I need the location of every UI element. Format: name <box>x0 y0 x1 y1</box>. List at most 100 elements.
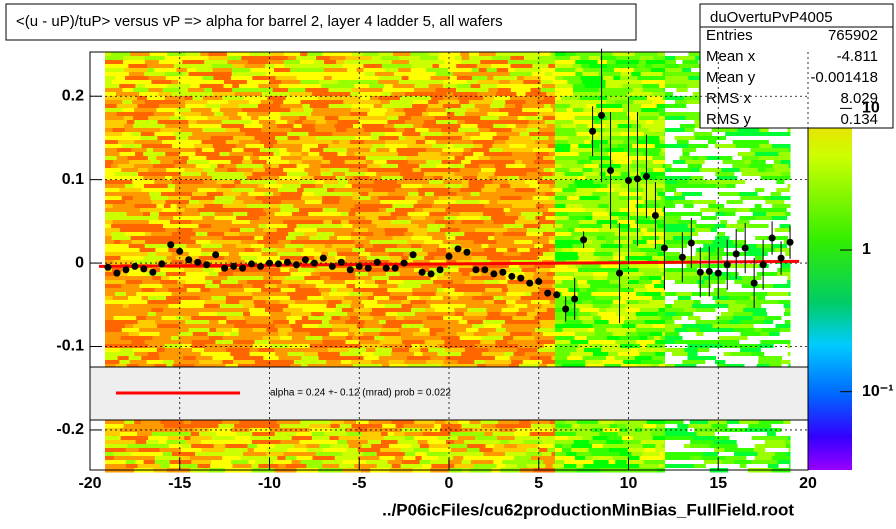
heat-cell <box>555 452 567 457</box>
heat-cell <box>404 232 413 237</box>
heat-cell <box>105 232 112 237</box>
heat-cell <box>252 160 267 165</box>
heat-cell <box>326 268 347 273</box>
x-tick-label: 5 <box>534 475 543 492</box>
heat-cell <box>542 440 555 445</box>
heat-cell <box>696 184 717 189</box>
heat-cell <box>475 236 489 241</box>
heat-cell <box>613 332 627 337</box>
heat-cell <box>443 84 457 89</box>
heat-cell <box>392 348 410 353</box>
heat-cell <box>676 292 692 297</box>
heat-cell <box>708 432 715 437</box>
heat-cell <box>292 336 306 341</box>
heat-cell <box>358 448 381 453</box>
heat-cell <box>105 320 118 325</box>
heat-cell <box>162 284 184 289</box>
heat-cell <box>275 136 288 141</box>
heat-cell <box>641 104 657 109</box>
heat-cell <box>453 144 474 149</box>
heat-cell <box>220 108 243 113</box>
heat-cell <box>683 204 694 209</box>
heat-cell <box>105 140 118 145</box>
heat-cell <box>314 248 337 253</box>
heat-cell <box>289 424 310 429</box>
heat-cell <box>639 464 659 469</box>
heat-cell <box>621 132 645 137</box>
heat-cell <box>413 204 432 209</box>
heat-cell <box>344 164 368 169</box>
heat-cell <box>167 52 186 57</box>
heat-cell <box>170 460 192 465</box>
heat-cell <box>786 336 790 341</box>
heat-cell <box>263 236 286 241</box>
heat-cell <box>480 232 495 237</box>
heat-cell <box>213 144 227 149</box>
heat-cell <box>555 272 575 277</box>
heat-cell <box>448 204 463 209</box>
heat-cell <box>322 332 330 337</box>
heat-cell <box>105 248 124 253</box>
heat-cell <box>545 160 556 165</box>
heat-cell <box>510 208 531 213</box>
heat-cell <box>617 424 627 429</box>
heat-cell <box>785 320 791 325</box>
heat-cell <box>251 116 259 121</box>
heat-cell <box>228 312 243 317</box>
heat-cell <box>152 280 161 285</box>
heat-cell <box>714 288 728 293</box>
heat-cell <box>239 420 258 425</box>
heat-cell <box>480 116 488 121</box>
heat-cell <box>555 52 566 57</box>
heat-cell <box>288 232 305 237</box>
heat-cell <box>190 216 203 221</box>
heat-cell <box>253 168 266 173</box>
heat-cell <box>185 304 205 309</box>
heat-cell <box>579 308 599 313</box>
heat-cell <box>591 292 613 297</box>
heat-cell <box>688 352 698 357</box>
heat-cell <box>404 360 420 365</box>
heat-cell <box>504 224 524 229</box>
heat-cell <box>444 272 463 277</box>
heat-cell <box>520 328 536 333</box>
heat-cell <box>346 56 366 61</box>
heat-cell <box>575 128 588 133</box>
heat-cell <box>309 236 329 241</box>
heat-cell <box>503 252 521 257</box>
heat-cell <box>643 204 660 209</box>
heat-cell <box>481 424 496 429</box>
heat-cell <box>616 60 640 65</box>
heat-cell <box>222 244 229 249</box>
heat-cell <box>114 316 137 321</box>
heat-cell <box>118 164 128 169</box>
heat-cell <box>324 124 335 129</box>
heat-cell <box>326 120 338 125</box>
heat-cell <box>578 176 586 181</box>
heat-cell <box>578 160 592 165</box>
heat-cell <box>665 204 676 209</box>
heat-cell <box>540 52 551 57</box>
heat-cell <box>392 236 411 241</box>
heat-cell <box>407 296 420 301</box>
heat-cell <box>737 220 750 225</box>
heat-cell <box>690 440 714 445</box>
heat-cell <box>742 276 762 281</box>
heat-cell <box>761 180 777 185</box>
heat-cell <box>385 112 406 117</box>
heat-cell <box>338 432 348 437</box>
heat-cell <box>216 328 232 333</box>
heat-cell <box>190 456 208 461</box>
heat-cell <box>568 264 576 269</box>
heat-cell <box>442 284 463 289</box>
heat-cell <box>328 252 338 257</box>
heat-cell <box>406 156 430 161</box>
heat-cell <box>410 300 426 305</box>
heat-cell <box>273 276 286 281</box>
heat-cell <box>192 132 212 137</box>
heat-cell <box>215 352 223 357</box>
heat-cell <box>594 148 606 153</box>
heat-cell <box>722 460 735 465</box>
heat-cell <box>769 264 782 269</box>
heat-cell <box>191 432 200 437</box>
